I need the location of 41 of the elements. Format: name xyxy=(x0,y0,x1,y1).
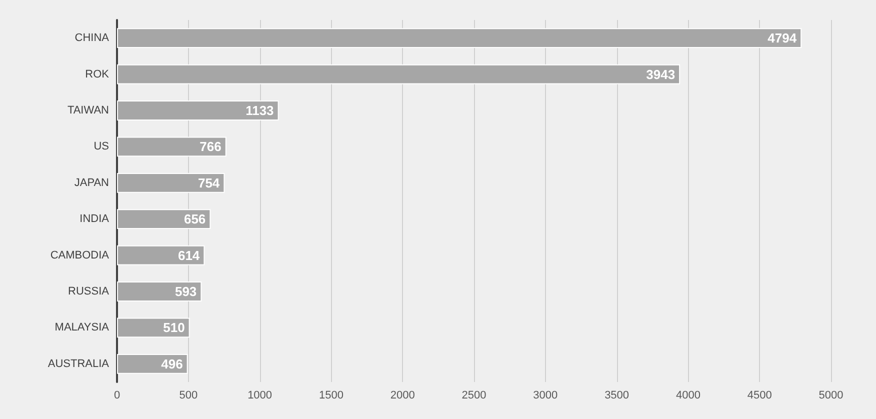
x-tick-label: 3500 xyxy=(604,390,630,402)
x-tick-label: 2000 xyxy=(390,390,415,402)
bar xyxy=(117,28,802,48)
bar xyxy=(117,245,205,266)
x-tick-label: 4500 xyxy=(747,390,772,402)
y-tick-label: US xyxy=(94,140,109,153)
data-label: 510 xyxy=(163,320,185,336)
y-tick-label: MALAYSIA xyxy=(54,322,110,334)
data-label: 3943 xyxy=(646,66,676,82)
bar xyxy=(117,209,211,230)
y-tick-label: TAIWAN xyxy=(67,104,110,116)
bar xyxy=(117,172,225,193)
x-tick-label: 1000 xyxy=(248,390,272,402)
bar xyxy=(117,318,190,338)
data-label: 4794 xyxy=(768,30,798,46)
bar xyxy=(117,100,279,120)
x-tick-label: 500 xyxy=(179,390,198,402)
bar xyxy=(117,64,680,84)
x-tick-label: 0 xyxy=(114,390,120,402)
y-tick-label: CAMBODIA xyxy=(50,249,110,262)
bar xyxy=(117,282,202,302)
data-label: 496 xyxy=(161,356,183,372)
y-tick-label: INDIA xyxy=(80,213,110,226)
y-tick-label: JAPAN xyxy=(74,176,110,189)
data-label: 593 xyxy=(174,284,197,299)
data-label: 656 xyxy=(184,212,206,227)
bar xyxy=(117,354,188,374)
y-tick-label: ROK xyxy=(85,68,110,80)
x-tick-label: 4000 xyxy=(676,390,700,402)
x-tick-label: 2500 xyxy=(462,390,486,402)
data-label: 614 xyxy=(178,248,200,263)
bar xyxy=(117,136,226,157)
y-tick-label: CHINA xyxy=(74,32,110,44)
y-tick-label: RUSSIA xyxy=(68,286,110,298)
x-tick-label: 3000 xyxy=(533,390,558,402)
data-label: 1133 xyxy=(246,103,274,118)
data-label: 766 xyxy=(200,139,222,154)
y-tick-label: AUSTRALIA xyxy=(48,358,110,370)
data-label: 754 xyxy=(198,175,220,190)
x-tick-label: 5000 xyxy=(818,390,844,402)
x-tick-label: 1500 xyxy=(318,390,344,402)
